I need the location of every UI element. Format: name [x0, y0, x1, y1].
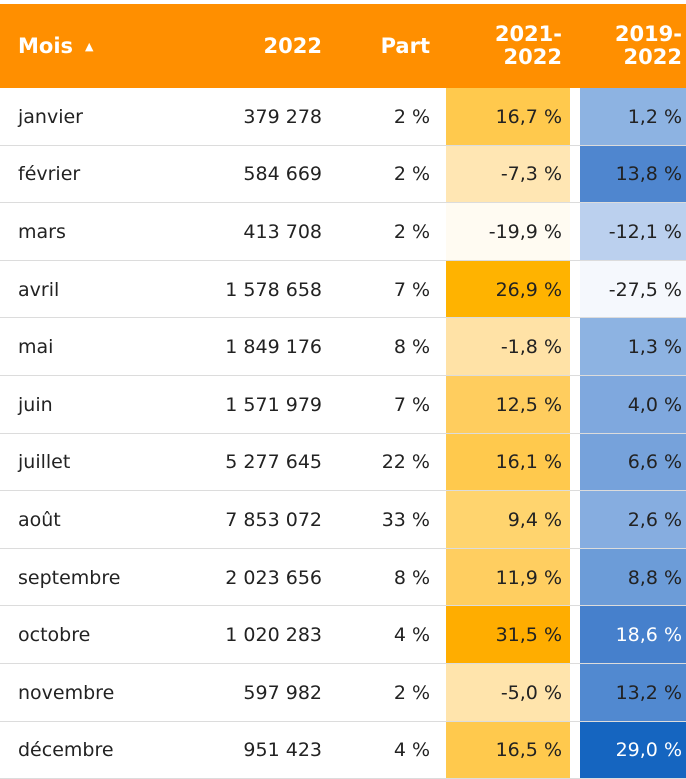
row-label: septembre	[18, 566, 121, 589]
row-separator	[0, 547, 686, 549]
row-label: août	[18, 508, 61, 531]
table-cell: 8 %	[393, 566, 430, 589]
table-cell: 2 023 656	[225, 566, 322, 589]
table-cell: 5 277 645	[225, 451, 322, 474]
row-label: janvier	[18, 105, 83, 128]
row-label: novembre	[18, 681, 115, 704]
table-cell: 951 423	[243, 739, 322, 762]
header-row	[0, 4, 686, 88]
table-cell: 8 %	[393, 336, 430, 359]
row-label: juillet	[18, 451, 71, 474]
table-cell: 16,5 %	[446, 721, 570, 779]
row-label: février	[18, 163, 81, 186]
row-separator	[0, 317, 686, 319]
row-separator	[0, 605, 686, 607]
table-cell: 1,2 %	[580, 88, 686, 146]
column-header[interactable]: 2022	[263, 33, 322, 58]
table-cell: 6,6 %	[580, 433, 686, 492]
row-label: décembre	[18, 739, 114, 762]
table-cell: 7 %	[393, 393, 430, 416]
row-separator	[0, 202, 686, 204]
table-cell: 16,1 %	[446, 433, 570, 492]
row-label: juin	[18, 393, 53, 416]
table-cell: 1 571 979	[225, 393, 322, 416]
table-cell: 1 849 176	[225, 336, 322, 359]
table-cell: 1 578 658	[225, 278, 322, 301]
table-cell: 33 %	[381, 508, 430, 531]
table-cell: 4 %	[393, 624, 430, 647]
row-separator	[0, 490, 686, 492]
row-separator	[0, 259, 686, 261]
table-cell: 597 982	[243, 681, 322, 704]
column-header[interactable]: 2021- 2022	[494, 22, 562, 69]
row-separator	[0, 432, 686, 434]
row-separator	[0, 663, 686, 664]
table-cell: 2 %	[393, 220, 430, 243]
table-cell: -19,9 %	[446, 203, 570, 261]
table-cell: 379 278	[243, 105, 322, 128]
table-cell: 18,6 %	[580, 606, 686, 664]
row-separator	[0, 144, 686, 146]
row-label: octobre	[18, 624, 91, 647]
row-label: mars	[18, 220, 66, 243]
table-cell: 4 %	[393, 739, 430, 762]
table-cell: 2 %	[393, 163, 430, 186]
table-cell: -5,0 %	[446, 664, 570, 722]
row-label: avril	[18, 278, 60, 301]
table-cell: 7 853 072	[225, 508, 322, 531]
table-cell: 413 708	[243, 220, 322, 243]
table-cell: -7,3 %	[446, 145, 570, 204]
table-cell: -12,1 %	[580, 203, 686, 261]
table-cell: 1 020 283	[225, 624, 322, 647]
table-cell: 11,9 %	[446, 548, 570, 607]
table-cell: 4,0 %	[580, 376, 686, 434]
table-cell: 22 %	[381, 451, 430, 474]
table-cell: -1,8 %	[446, 318, 570, 376]
row-separator	[0, 375, 686, 376]
table-cell: 1,3 %	[580, 318, 686, 376]
table-cell: 26,9 %	[446, 260, 570, 319]
table-cell: 584 669	[243, 163, 322, 186]
sort-arrow: ▲	[85, 39, 94, 53]
table-cell: 9,4 %	[446, 491, 570, 549]
table-cell: 16,7 %	[446, 88, 570, 146]
table-cell: 2 %	[393, 105, 430, 128]
table-cell: 2 %	[393, 681, 430, 704]
table-cell: 13,2 %	[580, 664, 686, 722]
table-cell: 29,0 %	[580, 721, 686, 779]
column-header[interactable]: 2019- 2022	[614, 22, 682, 69]
table-cell: -27,5 %	[580, 260, 686, 319]
table-cell: 2,6 %	[580, 491, 686, 549]
table-cell: 7 %	[393, 278, 430, 301]
table-cell: 12,5 %	[446, 376, 570, 434]
column-header[interactable]: Part	[380, 33, 430, 58]
row-separator	[0, 720, 686, 722]
column-header[interactable]: Mois ▲	[18, 33, 94, 58]
table-cell: 31,5 %	[446, 606, 570, 664]
table-cell: 13,8 %	[580, 145, 686, 204]
row-label: mai	[18, 336, 54, 359]
table-cell: 8,8 %	[580, 548, 686, 607]
